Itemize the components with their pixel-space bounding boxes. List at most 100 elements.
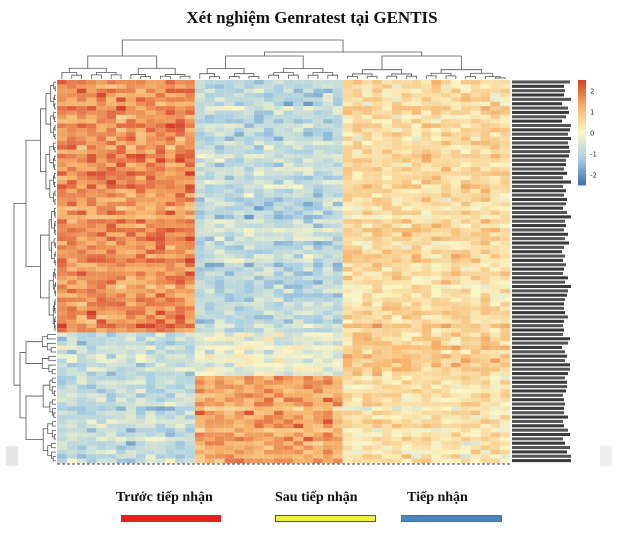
heatmap-cell [234, 454, 245, 459]
heatmap-cell [391, 88, 402, 94]
heatmap-cell [165, 119, 176, 124]
heatmap-cell [500, 145, 511, 150]
heatmap-cell [185, 254, 196, 259]
heatmap-cell [165, 258, 176, 264]
heatmap-cell [135, 241, 146, 246]
heatmap-cell [303, 236, 314, 242]
heatmap-cell [214, 184, 225, 190]
heatmap-cell [480, 336, 491, 342]
heatmap-cell [441, 136, 452, 142]
heatmap-cell [381, 367, 393, 372]
heatmap-cell [125, 93, 137, 98]
heatmap-cell [185, 227, 196, 233]
heatmap-cell [253, 402, 265, 407]
heatmap-cell [313, 210, 324, 216]
heatmap-cell [273, 249, 284, 255]
heatmap-cell [106, 454, 117, 459]
heatmap-cell [352, 254, 363, 259]
heatmap-cell [135, 136, 146, 142]
heatmap-cell [431, 354, 442, 359]
heatmap-cell [322, 389, 334, 394]
heatmap-cell [165, 301, 176, 307]
heatmap-cell [411, 110, 422, 116]
heatmap-cell [480, 371, 491, 377]
heatmap-cell [106, 384, 117, 390]
heatmap-cell [194, 93, 206, 98]
heatmap-cell [125, 410, 137, 416]
heatmap-cell [441, 393, 452, 399]
row-label [512, 363, 570, 367]
heatmap-cell [263, 458, 274, 464]
heatmap-cell [391, 297, 402, 303]
heatmap-cell [253, 123, 265, 129]
heatmap-cell [234, 271, 245, 277]
heatmap-cell [441, 310, 452, 316]
heatmap-cell [342, 275, 353, 281]
heatmap-cell [76, 288, 87, 294]
row-dendrogram-branch [53, 112, 55, 120]
heatmap-cell [411, 88, 422, 94]
heatmap-cell [263, 258, 274, 264]
heatmap-cell [372, 262, 383, 268]
heatmap-cell [125, 258, 137, 264]
heatmap-cell [362, 101, 373, 107]
heatmap-cell [86, 140, 97, 146]
heatmap-cell [500, 297, 511, 303]
heatmap-cell [401, 284, 412, 290]
heatmap-cell [175, 127, 186, 133]
heatmap-cell [263, 406, 274, 412]
row-label [512, 215, 571, 219]
heatmap-cell [116, 375, 127, 381]
heatmap-cell [421, 280, 432, 285]
heatmap-cell [313, 232, 324, 237]
heatmap-cell [244, 201, 255, 207]
heatmap-cell [155, 341, 166, 346]
heatmap-cell [401, 319, 412, 325]
heatmap-cell [204, 267, 215, 272]
heatmap-cell [283, 232, 294, 237]
heatmap-cell [283, 206, 294, 211]
heatmap-cell [322, 323, 334, 329]
heatmap-cell [342, 158, 353, 163]
heatmap-cell [185, 267, 196, 272]
heatmap-cell [480, 219, 491, 224]
heatmap-cell [470, 193, 481, 198]
heatmap-cell [342, 358, 353, 364]
row-dendrogram-branch [51, 377, 55, 383]
heatmap-cell [460, 267, 471, 272]
heatmap-cell [401, 310, 412, 316]
row-label [512, 263, 566, 267]
heatmap-cell [273, 140, 284, 146]
heatmap-cell [273, 280, 284, 285]
heatmap-cell [421, 188, 432, 194]
row-dendrogram-branch [40, 234, 50, 299]
heatmap-cell [431, 258, 442, 264]
heatmap-cell [391, 267, 402, 272]
heatmap-cell [106, 393, 117, 399]
heatmap-cell [76, 162, 87, 168]
heatmap-cell [322, 419, 334, 425]
heatmap-cell [391, 80, 402, 85]
heatmap-cell [224, 397, 235, 403]
heatmap-cell [175, 214, 186, 220]
heatmap-cell [332, 140, 343, 146]
heatmap-cell [155, 97, 166, 103]
heatmap-cell [411, 188, 422, 194]
heatmap-cell [293, 328, 304, 333]
heatmap-cell [76, 219, 87, 224]
heatmap-cell [234, 349, 245, 355]
color-scale-step [578, 137, 586, 141]
heatmap-cell [273, 80, 284, 85]
heatmap-cell [401, 249, 412, 255]
heatmap-cell [303, 380, 314, 385]
heatmap-cell [283, 180, 294, 185]
heatmap-cell [362, 384, 373, 390]
heatmap-cell [244, 193, 255, 198]
heatmap-cell [76, 262, 87, 268]
heatmap-cell [165, 454, 176, 459]
heatmap-cell [362, 332, 373, 338]
heatmap-cell [322, 280, 334, 285]
heatmap-cell [313, 136, 324, 142]
heatmap-cell [125, 367, 137, 372]
row-dendrogram-branch [54, 199, 56, 205]
